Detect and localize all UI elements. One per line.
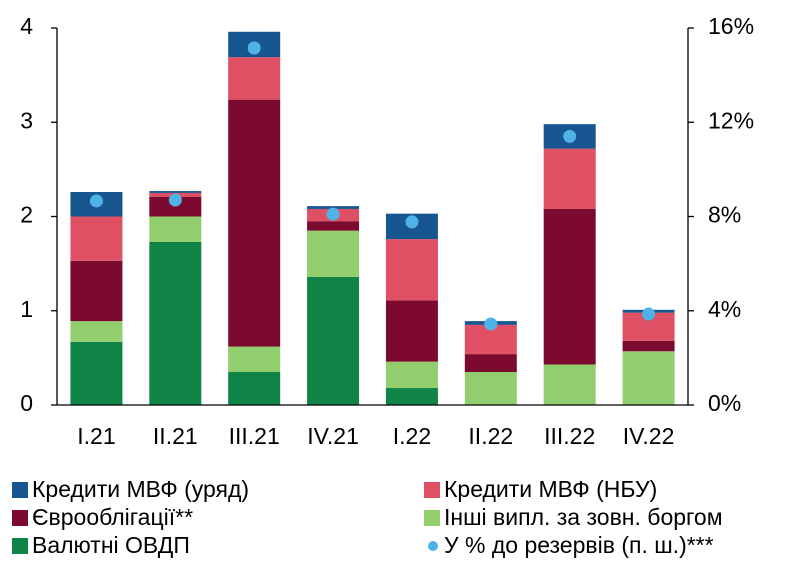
legend-marker: [424, 510, 440, 526]
bar-segment: [307, 276, 360, 405]
legend-label: Валютні ОВДП: [32, 532, 190, 558]
dot: [326, 207, 340, 221]
y2-tick-label: 4%: [708, 296, 741, 322]
bar-segment: [385, 239, 438, 301]
y-tick-label: 3: [20, 107, 33, 133]
bar-segment: [622, 351, 675, 405]
x-tick-label: I.22: [393, 423, 431, 449]
legend-marker: [12, 538, 28, 554]
bar-segment: [543, 208, 596, 365]
bar-segment: [385, 361, 438, 389]
bar-segment: [543, 364, 596, 405]
bar-segment: [149, 216, 202, 242]
x-tick-label: II.22: [468, 423, 513, 449]
bar-segment: [543, 148, 596, 209]
x-tick-label: IV.22: [623, 423, 675, 449]
legend-marker: [12, 482, 28, 498]
legend-marker: [12, 510, 28, 526]
legend-marker: [424, 482, 440, 498]
bar-segment: [70, 216, 123, 261]
dot: [89, 194, 103, 208]
y-tick-label: 1: [20, 296, 33, 322]
bar-segment: [228, 99, 281, 347]
legend-marker: [428, 541, 438, 551]
bar-segment: [149, 241, 202, 405]
bar-segment: [149, 196, 202, 217]
legend-label: У % до резервів (п. ш.)***: [444, 532, 714, 558]
y2-tick-label: 12%: [708, 107, 754, 133]
bar-segment: [464, 372, 517, 405]
x-tick-label: III.21: [229, 423, 280, 449]
bar-segment: [228, 346, 281, 373]
legend-label: Кредити МВФ (НБУ): [444, 476, 657, 502]
bar-segment: [149, 191, 202, 193]
bar-segment: [307, 230, 360, 277]
x-tick-label: I.21: [77, 423, 115, 449]
bar-segment: [70, 321, 123, 342]
bar-segment: [385, 300, 438, 362]
bar-segment: [70, 260, 123, 322]
bar-segment: [385, 388, 438, 405]
legend-label: Кредити МВФ (уряд): [32, 476, 249, 502]
x-tick-label: II.21: [153, 423, 198, 449]
legend-label: Єврооблігації**: [32, 504, 193, 530]
y2-tick-label: 8%: [708, 202, 741, 228]
dot: [642, 307, 656, 321]
y-tick-label: 0: [20, 390, 33, 416]
bar-segment: [70, 341, 123, 405]
bar-segment: [228, 372, 281, 405]
dot: [563, 129, 577, 143]
bar-segment: [307, 206, 360, 209]
bar-segment: [228, 57, 281, 100]
dot: [168, 193, 182, 207]
x-tick-label: III.22: [544, 423, 595, 449]
bar-segment: [307, 221, 360, 231]
bar-segment: [464, 354, 517, 373]
y-tick-label: 4: [20, 13, 33, 39]
dot: [484, 317, 498, 331]
y2-tick-label: 16%: [708, 13, 754, 39]
bar-segment: [622, 340, 675, 352]
x-tick-label: IV.21: [307, 423, 359, 449]
y2-tick-label: 0%: [708, 390, 741, 416]
dot: [405, 215, 419, 229]
legend-label: Інші випл. за зовн. боргом: [444, 504, 723, 530]
dot: [247, 41, 261, 55]
y-tick-label: 2: [20, 202, 33, 228]
